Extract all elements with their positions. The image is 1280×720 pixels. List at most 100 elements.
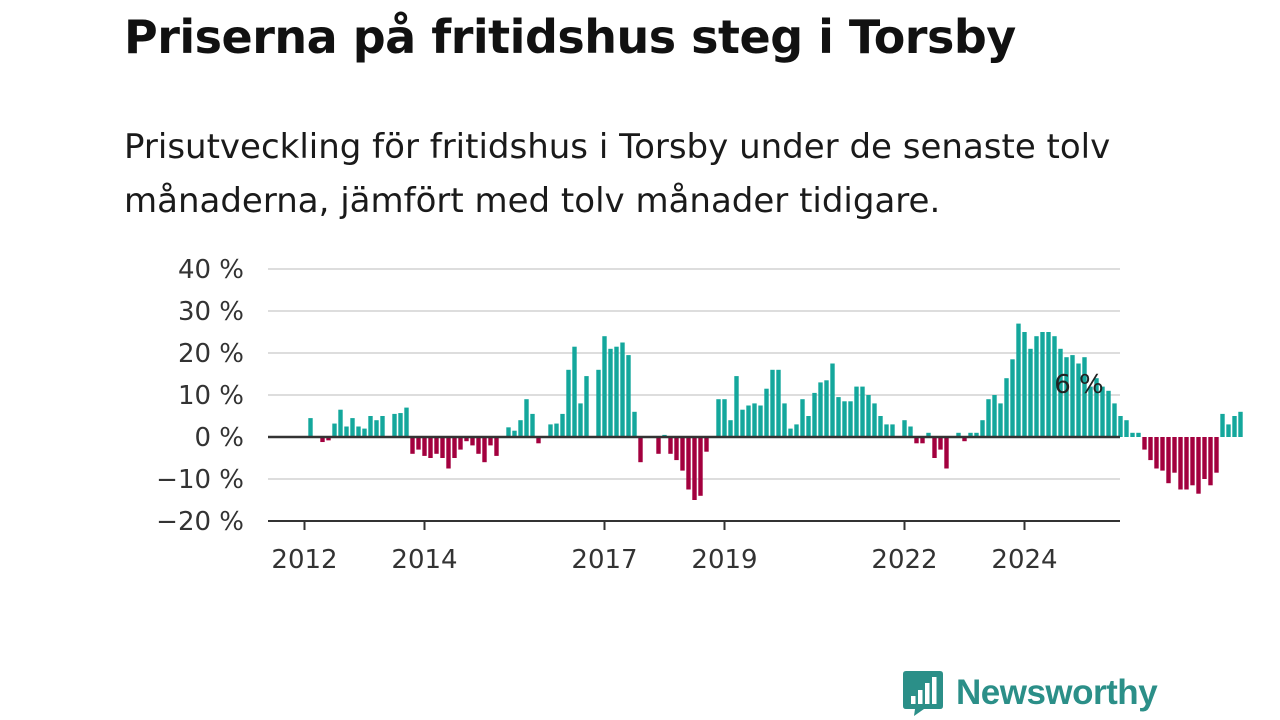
- bar: [638, 437, 643, 463]
- bar: [1040, 332, 1045, 437]
- bar: [1034, 336, 1039, 437]
- bar: [836, 397, 841, 437]
- bar: [1076, 363, 1081, 437]
- bars: [308, 323, 1243, 500]
- bar: [800, 399, 805, 437]
- bar: [1100, 386, 1105, 437]
- bar: [446, 437, 451, 469]
- x-tick-label: 2012: [271, 545, 337, 575]
- latest-value-annotation: 6 %: [1054, 370, 1104, 400]
- x-tick-label: 2022: [871, 545, 937, 575]
- bar: [698, 437, 703, 496]
- bar: [320, 437, 325, 443]
- bar: [956, 432, 961, 437]
- bar: [1016, 323, 1021, 437]
- y-tick-label: −10 %: [156, 465, 244, 495]
- bar: [830, 363, 835, 437]
- bar: [716, 399, 721, 437]
- x-tick-label: 2019: [691, 545, 757, 575]
- bar: [758, 405, 763, 437]
- bar: [860, 386, 865, 437]
- bar: [986, 399, 991, 437]
- bar: [668, 437, 673, 454]
- bar: [338, 409, 343, 437]
- bar: [1178, 437, 1183, 490]
- bar: [824, 380, 829, 437]
- bar: [536, 437, 541, 444]
- bar: [908, 426, 913, 437]
- bar: [974, 432, 979, 437]
- bar: [410, 437, 415, 454]
- bar: [620, 342, 625, 437]
- bar: [980, 420, 985, 437]
- bar: [926, 432, 931, 437]
- bar: [530, 413, 535, 437]
- bar: [932, 437, 937, 458]
- bar: [1226, 424, 1231, 437]
- bar: [482, 437, 487, 463]
- bar: [992, 395, 997, 437]
- bar: [794, 424, 799, 437]
- bar: [512, 430, 517, 437]
- bar: [692, 437, 697, 500]
- brand-name: Newsworthy: [956, 673, 1158, 712]
- bar: [434, 437, 439, 454]
- bar: [776, 369, 781, 437]
- bar: [458, 437, 463, 450]
- chart-subtitle: Prisutveckling för fritidshus i Torsby u…: [124, 127, 1111, 221]
- bar: [764, 388, 769, 437]
- bar: [422, 437, 427, 456]
- bar: [464, 437, 469, 442]
- bar: [548, 424, 553, 437]
- bar: [968, 432, 973, 437]
- bar: [578, 403, 583, 437]
- bar: [1130, 432, 1135, 437]
- bar: [902, 420, 907, 437]
- y-tick-label: 30 %: [178, 297, 244, 327]
- x-tick-label: 2017: [571, 545, 637, 575]
- bar: [812, 392, 817, 437]
- bar: [350, 418, 355, 437]
- bar: [818, 382, 823, 437]
- bar: [614, 346, 619, 437]
- bar: [398, 413, 403, 437]
- bar: [440, 437, 445, 458]
- bar: [584, 376, 589, 437]
- bar: [1238, 411, 1243, 437]
- bar: [734, 376, 739, 437]
- bar: [1010, 359, 1015, 437]
- y-tick-label: −20 %: [156, 507, 244, 537]
- bar: [554, 423, 559, 437]
- chart-title: Priserna på fritidshus steg i Torsby: [124, 10, 1016, 64]
- bar: [890, 424, 895, 437]
- bar: [1022, 332, 1027, 437]
- bar: [914, 437, 919, 444]
- bar: [746, 405, 751, 437]
- bar: [518, 420, 523, 437]
- bar: [1208, 437, 1213, 486]
- bar: [686, 437, 691, 490]
- bar: [962, 437, 967, 442]
- bar: [602, 336, 607, 437]
- bar: [308, 418, 313, 437]
- bar: [1094, 378, 1099, 437]
- bar: [1184, 437, 1189, 490]
- bar: [416, 437, 421, 450]
- brand-logo: Newsworthy: [902, 668, 1158, 718]
- bar: [1112, 403, 1117, 437]
- bar: [362, 428, 367, 437]
- bar: [566, 369, 571, 437]
- bar: [626, 355, 631, 437]
- x-tick-label: 2014: [391, 545, 457, 575]
- bar: [596, 369, 601, 437]
- bar: [476, 437, 481, 454]
- bar: [560, 413, 565, 437]
- bar: [470, 437, 475, 446]
- bar: [938, 437, 943, 450]
- bar: [1202, 437, 1207, 479]
- bar: [1196, 437, 1201, 494]
- bar: [1088, 386, 1093, 437]
- bar: [674, 437, 679, 461]
- bar: [1172, 437, 1177, 473]
- bar: [722, 399, 727, 437]
